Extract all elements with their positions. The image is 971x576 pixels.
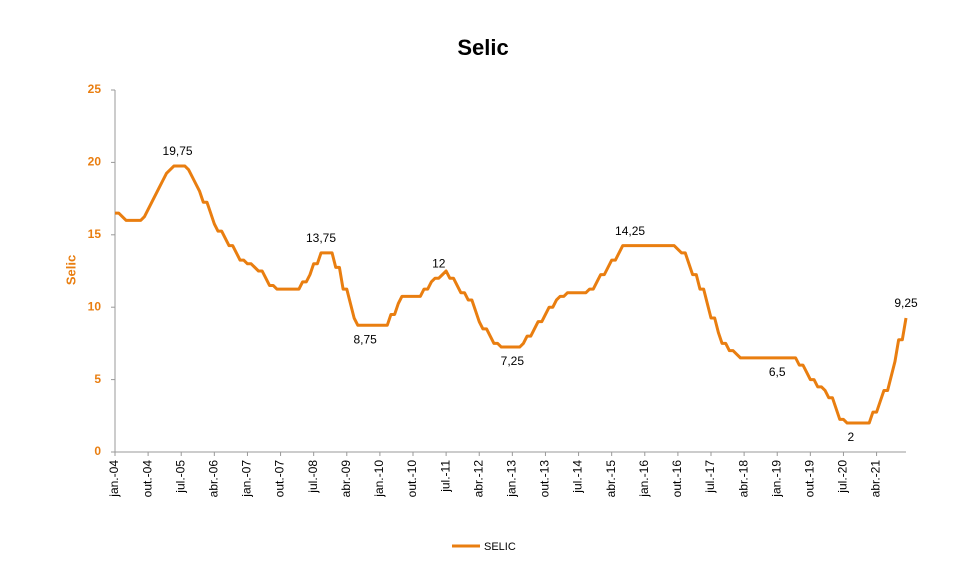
- x-tick-label: abr.-15: [604, 460, 618, 498]
- y-tick-label: 10: [88, 299, 102, 313]
- x-tick-label: abr.-18: [736, 460, 750, 498]
- x-tick-label: jul.-05: [173, 460, 187, 494]
- data-label: 12: [432, 256, 446, 270]
- y-tick-label: 0: [94, 444, 101, 458]
- data-label: 9,25: [894, 296, 918, 310]
- x-tick-label: out.-04: [140, 460, 154, 498]
- x-tick-label: jan.-04: [107, 460, 121, 498]
- data-label: 8,75: [353, 332, 377, 346]
- y-tick-label: 15: [88, 227, 102, 241]
- x-tick-label: jul.-11: [438, 460, 452, 493]
- x-tick-label: jul.-17: [703, 460, 717, 494]
- legend-label: SELIC: [484, 541, 516, 553]
- x-tick-label: abr.-06: [207, 460, 221, 498]
- data-label: 13,75: [306, 231, 336, 245]
- x-tick-label: abr.-09: [339, 460, 353, 498]
- x-tick-label: out.-10: [405, 460, 419, 498]
- x-tick-label: jan.-07: [240, 460, 254, 498]
- x-tick-label: out.-16: [670, 460, 684, 498]
- chart-title: Selic: [457, 35, 508, 60]
- x-tick-label: jan.-16: [637, 460, 651, 498]
- line: [115, 164, 908, 425]
- x-tick-label: jul.-20: [836, 460, 850, 494]
- x-tick-label: jan.-19: [769, 460, 783, 498]
- x-tick-label: jan.-13: [505, 460, 519, 498]
- x-tick-label: out.-13: [538, 460, 552, 498]
- data-label: 6,5: [769, 365, 786, 379]
- y-tick-label: 20: [88, 155, 102, 169]
- data-label: 19,75: [163, 144, 193, 158]
- x-tick-label: jul.-08: [306, 460, 320, 494]
- data-label: 14,25: [615, 224, 645, 238]
- y-tick-label: 5: [94, 372, 101, 386]
- x-tick-label: abr.-21: [869, 460, 883, 498]
- x-tick-label: jul.-14: [571, 460, 585, 494]
- data-label: 7,25: [501, 354, 525, 368]
- x-tick-label: abr.-12: [471, 460, 485, 498]
- y-tick-label: 25: [88, 82, 102, 96]
- y-axis-label: Selic: [63, 255, 78, 285]
- x-tick-label: out.-07: [273, 460, 287, 498]
- x-tick-label: out.-19: [803, 460, 817, 498]
- data-label: 2: [847, 430, 854, 444]
- x-tick-label: jan.-10: [372, 460, 386, 498]
